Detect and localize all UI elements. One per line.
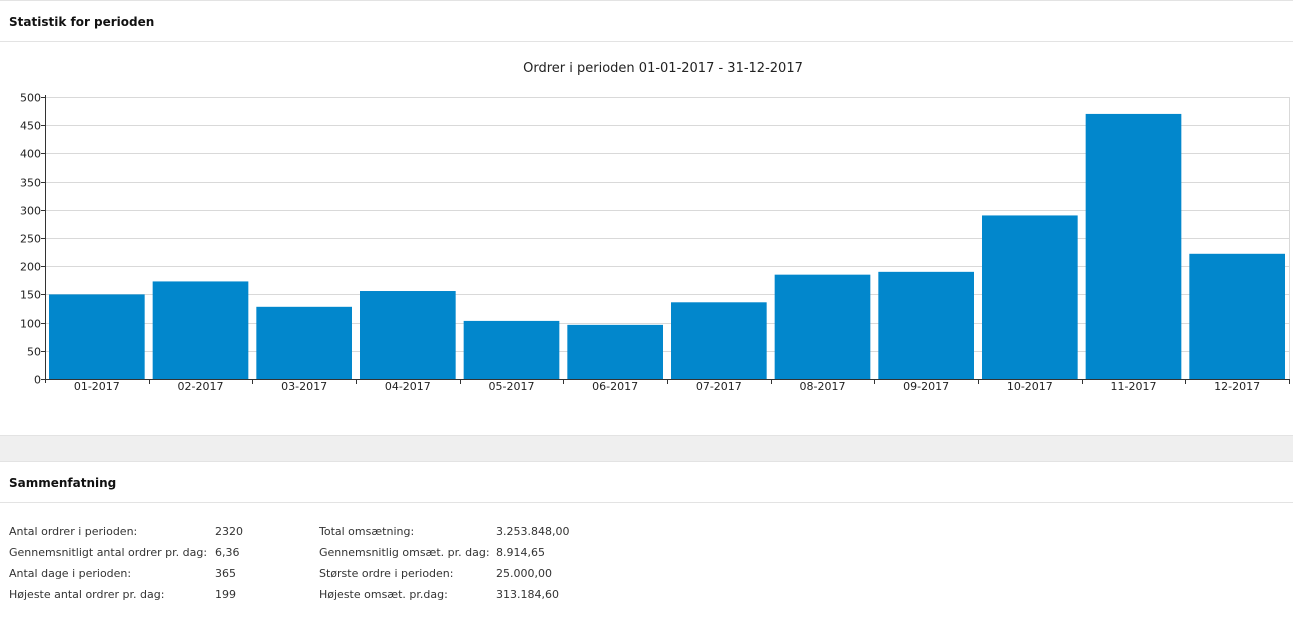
chart-bar — [1189, 253, 1285, 379]
y-tick-label: 100 — [20, 318, 41, 331]
x-tick-label: 01-2017 — [74, 380, 120, 393]
y-tick-label: 50 — [27, 346, 41, 359]
chart-bars — [49, 113, 1285, 380]
summary-value: 25.000,00 — [496, 567, 552, 580]
statistics-section-header: Statistik for perioden — [0, 0, 1293, 42]
summary-value: 8.914,65 — [496, 546, 545, 559]
y-tick-label: 300 — [20, 205, 41, 218]
x-tick-label: 03-2017 — [281, 380, 327, 393]
y-tick-label: 250 — [20, 233, 41, 246]
chart-bar — [360, 291, 456, 379]
summary-label: Største ordre i perioden: — [319, 567, 454, 580]
statistics-section-title: Statistik for perioden — [9, 15, 155, 29]
summary-value: 6,36 — [215, 546, 240, 559]
summary-value: 199 — [215, 588, 236, 601]
summary-label: Gennemsnitligt antal ordrer pr. dag: — [9, 546, 208, 559]
summary-label: Antal dage i perioden: — [9, 567, 132, 580]
chart-bar — [567, 324, 663, 379]
chart-title: Ordrer i perioden 01-01-2017 - 31-12-201… — [523, 61, 803, 76]
x-tick-label: 02-2017 — [178, 380, 224, 393]
x-tick-label: 04-2017 — [385, 380, 431, 393]
summary-label: Total omsætning: — [319, 525, 415, 538]
chart-gridlines — [45, 97, 1290, 379]
chart-bar — [671, 302, 767, 379]
y-tick-label: 0 — [34, 374, 41, 387]
chart-bar — [774, 274, 871, 379]
chart-bar — [1085, 113, 1182, 380]
summary-value: 3.253.848,00 — [496, 525, 570, 538]
x-axis-ticks: 01-2017 02-2017 03-2017 04-2017 05-2017 06-20… — [74, 379, 1290, 393]
y-tick-label: 350 — [20, 177, 41, 190]
y-axis-ticks: 0 50 100 150 200 250 300 350 400 450 500 — [20, 92, 45, 387]
summary-label: Højeste omsæt. pr.dag: — [319, 588, 448, 601]
x-tick-label: 07-2017 — [696, 380, 742, 393]
chart-bar — [982, 215, 1078, 379]
summary-section-header: Sammenfatning — [0, 461, 1293, 503]
summary-label: Antal ordrer i perioden: — [9, 525, 138, 538]
summary-value: 2320 — [215, 525, 243, 538]
chart-bar — [49, 294, 145, 379]
x-tick-label: 10-2017 — [1007, 380, 1053, 393]
x-tick-label: 09-2017 — [903, 380, 949, 393]
y-tick-label: 500 — [20, 92, 41, 105]
x-tick-label: 12-2017 — [1214, 380, 1260, 393]
chart-bar — [256, 306, 352, 379]
summary-value: 365 — [215, 567, 236, 580]
section-divider-band — [0, 435, 1293, 462]
y-tick-label: 400 — [20, 148, 41, 161]
summary-table: Antal ordrer i perioden: 2320 Gennemsnit… — [0, 503, 1293, 623]
x-tick-label: 05-2017 — [489, 380, 535, 393]
y-tick-label: 450 — [20, 120, 41, 133]
summary-label: Højeste antal ordrer pr. dag: — [9, 588, 165, 601]
chart-bar — [878, 271, 974, 379]
y-tick-label: 150 — [20, 289, 41, 302]
summary-value: 313.184,60 — [496, 588, 559, 601]
summary-label: Gennemsnitlig omsæt. pr. dag: — [319, 546, 490, 559]
x-tick-label: 11-2017 — [1111, 380, 1157, 393]
orders-bar-chart: Ordrer i perioden 01-01-2017 - 31-12-201… — [20, 61, 1290, 393]
x-tick-label: 08-2017 — [800, 380, 846, 393]
summary-section-title: Sammenfatning — [9, 476, 117, 490]
chart-bar — [463, 320, 560, 379]
chart-bar — [152, 281, 249, 379]
y-tick-label: 200 — [20, 261, 41, 274]
x-tick-label: 06-2017 — [592, 380, 638, 393]
